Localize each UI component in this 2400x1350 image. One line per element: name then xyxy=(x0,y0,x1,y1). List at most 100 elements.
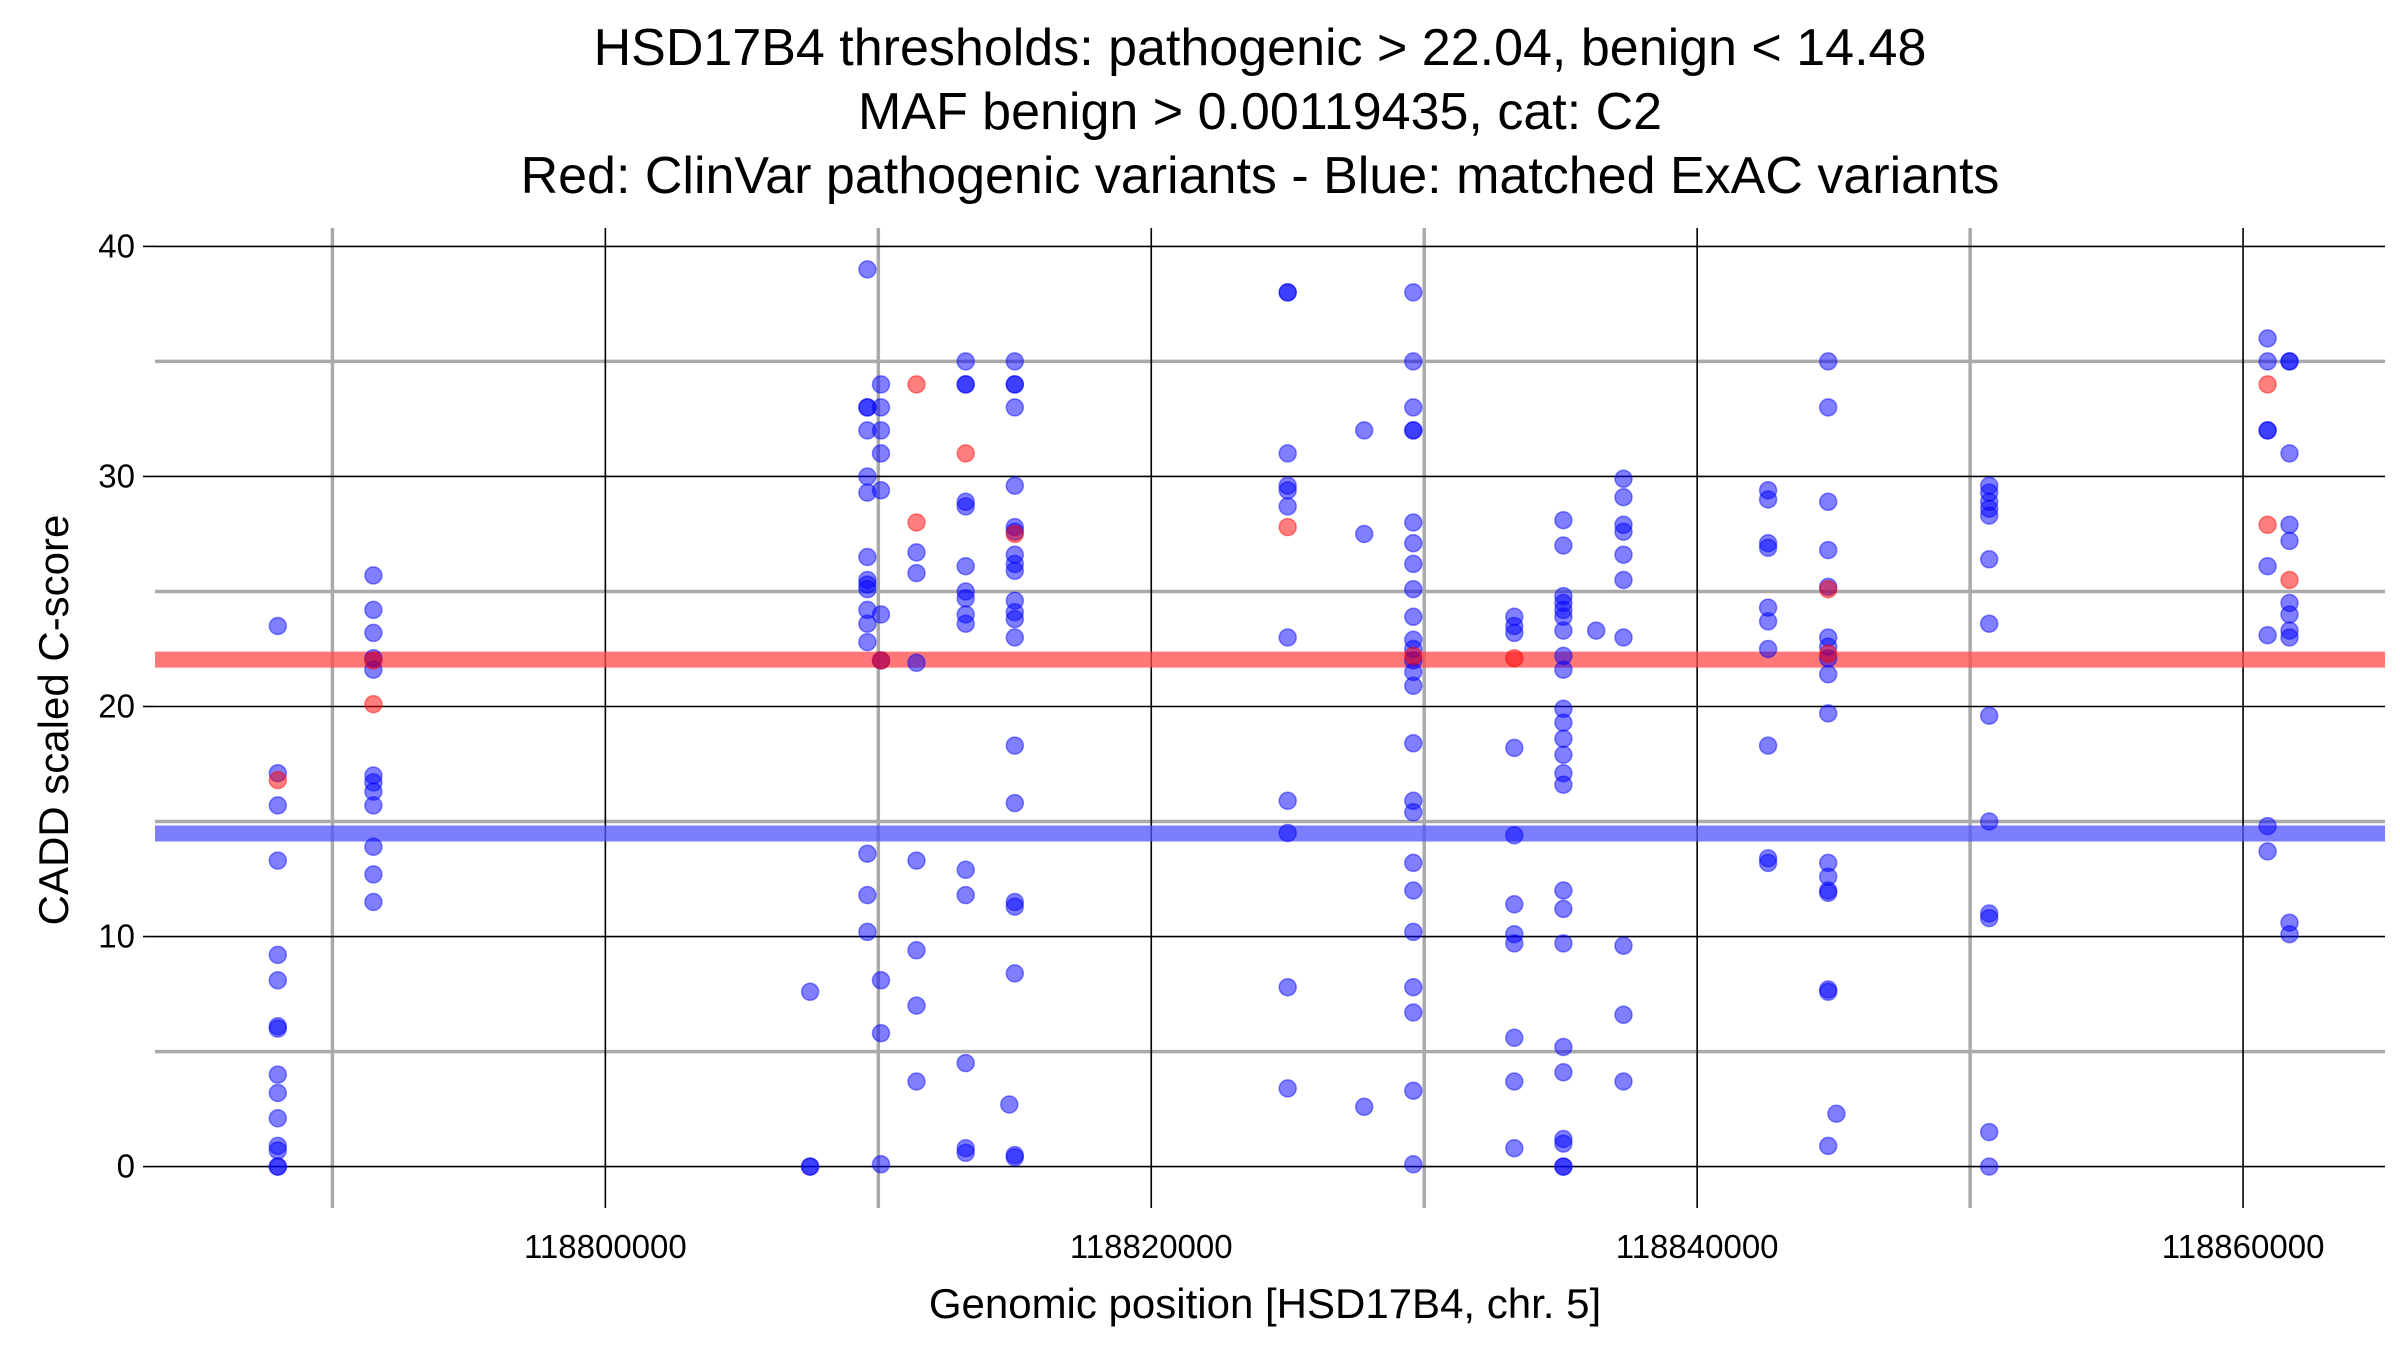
exac-variant-point xyxy=(2258,352,2277,371)
exac-variant-point xyxy=(956,885,975,905)
exac-variant-point xyxy=(364,796,383,815)
exac-variant-point xyxy=(2258,842,2277,861)
exac-variant-point xyxy=(956,860,975,880)
exac-variant-point xyxy=(1404,922,1423,942)
exac-variant-points xyxy=(268,260,2299,1176)
clinvar-pathogenic-point xyxy=(871,651,891,670)
clinvar-pathogenic-point xyxy=(1404,646,1423,666)
exac-variant-point xyxy=(1404,533,1423,553)
x-tick-label: 118860000 xyxy=(2162,1228,2325,1265)
x-tick-label: 118820000 xyxy=(1070,1228,1233,1265)
exac-variant-point xyxy=(1278,283,1297,302)
exac-variant-point xyxy=(1979,1157,1999,1176)
exac-variant-point xyxy=(956,589,975,608)
clinvar-pathogenic-points xyxy=(268,375,2299,790)
exac-variant-point xyxy=(2258,556,2277,576)
exac-variant-point xyxy=(956,375,975,394)
clinvar-pathogenic-point xyxy=(907,513,926,532)
x-tick-label: 118840000 xyxy=(1616,1228,1779,1265)
exac-variant-point xyxy=(956,1143,975,1163)
exac-variant-point xyxy=(1278,444,1297,463)
exac-variant-point xyxy=(1758,736,1778,755)
y-tick-label: 40 xyxy=(98,227,135,264)
exac-variant-point xyxy=(268,851,288,870)
exac-variant-point xyxy=(1758,612,1778,631)
clinvar-pathogenic-point xyxy=(1818,579,1838,599)
exac-variant-point xyxy=(1586,621,1606,640)
exac-variant-point xyxy=(268,1065,288,1084)
exac-variant-point xyxy=(1554,1063,1573,1082)
exac-variant-point xyxy=(858,467,877,486)
y-tick-label: 20 xyxy=(98,687,135,724)
exac-variant-point xyxy=(1404,881,1423,900)
exac-variant-point xyxy=(2280,924,2299,944)
exac-variant-point xyxy=(1614,1072,1633,1091)
exac-variant-point xyxy=(1979,614,1999,633)
exac-variant-point xyxy=(1554,510,1573,530)
exac-variant-point xyxy=(1554,775,1573,794)
exac-variant-point xyxy=(858,632,877,652)
exac-variant-point xyxy=(871,971,891,990)
exac-variant-point xyxy=(2258,329,2277,348)
exac-variant-point xyxy=(907,941,926,960)
title-line-2: MAF benign > 0.00119435, cat: C2 xyxy=(858,83,1662,141)
exac-variant-point xyxy=(907,563,926,583)
clinvar-pathogenic-point xyxy=(2280,570,2299,590)
exac-variant-point xyxy=(1005,352,1025,371)
exac-variant-point xyxy=(1554,881,1573,900)
exac-variant-point xyxy=(1614,628,1633,647)
exac-variant-point xyxy=(364,566,383,585)
exac-variant-point xyxy=(907,653,926,673)
clinvar-pathogenic-point xyxy=(364,651,383,670)
exac-variant-point xyxy=(1554,745,1573,765)
exac-variant-point xyxy=(1354,1097,1374,1117)
exac-variant-point xyxy=(1404,283,1423,302)
exac-variant-point xyxy=(1614,469,1633,489)
exac-variant-point xyxy=(1404,398,1423,417)
exac-variant-point xyxy=(1818,665,1838,684)
exac-variant-point xyxy=(1818,1136,1838,1156)
exac-variant-point xyxy=(1614,1005,1633,1025)
exac-variant-point xyxy=(1278,823,1297,843)
exac-variant-point xyxy=(871,605,891,624)
exac-variant-point xyxy=(907,851,926,870)
exac-variant-point xyxy=(268,616,288,636)
major-gridlines xyxy=(155,228,2385,1208)
title-line-3: Red: ClinVar pathogenic variants - Blue:… xyxy=(521,147,2000,205)
exac-variant-point xyxy=(956,614,975,633)
y-axis-ticks: 0 10 20 30 40 xyxy=(98,227,155,1185)
exac-variant-point xyxy=(1404,676,1423,696)
clinvar-pathogenic-point xyxy=(268,770,288,790)
exac-variant-point xyxy=(268,1083,288,1103)
exac-variant-point xyxy=(871,444,891,463)
exac-variant-point xyxy=(1278,628,1297,647)
exac-variant-point xyxy=(2280,531,2299,551)
exac-variant-point xyxy=(1614,487,1633,507)
exac-variant-point xyxy=(858,547,877,567)
exac-variant-point xyxy=(1554,899,1573,919)
exac-variant-point xyxy=(1818,398,1838,417)
clinvar-pathogenic-point xyxy=(2258,515,2277,535)
exac-variant-point xyxy=(1979,812,1999,831)
exac-variant-point xyxy=(2280,628,2299,647)
clinvar-pathogenic-point xyxy=(2258,375,2277,394)
exac-variant-point xyxy=(871,421,891,440)
exac-variant-point xyxy=(800,1157,820,1176)
clinvar-pathogenic-point xyxy=(1278,517,1297,537)
exac-variant-point xyxy=(268,1019,288,1038)
exac-variant-point xyxy=(1354,421,1374,440)
exac-variant-point xyxy=(1505,1072,1524,1091)
exac-variant-point xyxy=(1404,853,1423,873)
exac-variant-point xyxy=(1000,1095,1019,1114)
exac-variant-point xyxy=(1554,713,1573,732)
exac-variant-point xyxy=(1404,579,1423,599)
exac-variant-point xyxy=(1554,536,1573,555)
exac-variant-point xyxy=(1404,1155,1423,1174)
exac-variant-point xyxy=(858,614,877,633)
exac-variant-point xyxy=(858,844,877,863)
exac-variant-point xyxy=(907,543,926,562)
y-tick-label: 0 xyxy=(117,1148,135,1185)
exac-variant-point xyxy=(1404,421,1423,440)
clinvar-pathogenic-point xyxy=(1818,644,1838,663)
exac-variant-point xyxy=(2280,444,2299,463)
